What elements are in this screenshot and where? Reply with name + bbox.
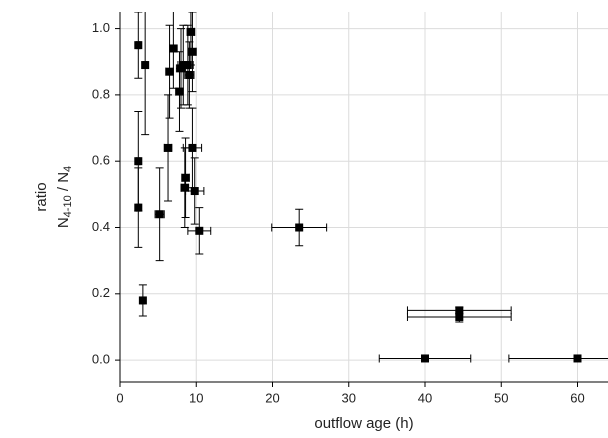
point [185,70,194,79]
point [141,61,150,70]
point [164,143,173,152]
point [188,47,197,56]
point [169,44,178,53]
point [455,313,464,322]
formula-sub: 4-10 [62,195,74,217]
x-tick-label: 0 [116,390,123,405]
point [134,203,143,212]
plot-area [134,12,608,363]
y-tick-label: 0.8 [92,86,110,101]
point [421,354,429,363]
point [165,67,174,76]
y-axis-label: ratio [33,182,50,211]
point [573,354,582,363]
point [190,187,199,196]
x-tick-label: 40 [418,390,432,405]
y-tick-label: 1.0 [92,20,110,35]
x-axis-label: outflow age (h) [314,415,413,432]
formula-part: N [55,217,72,228]
point [455,306,464,315]
point [181,173,190,182]
y-axis-formula: N4-10 / N4 [55,166,74,228]
x-tick-label: 30 [342,390,356,405]
point [180,183,189,192]
point [186,27,195,36]
point [134,41,143,50]
x-tick-label: 20 [265,390,279,405]
formula-sub: 4 [62,166,74,172]
x-tick-label: 10 [189,390,203,405]
point [134,157,143,166]
point [175,87,184,96]
x-error-bar [508,354,608,363]
point [188,143,197,152]
y-tick-label: 0.4 [92,219,110,234]
y-tick-label: 0.6 [92,153,110,168]
x-tick-label: 60 [570,390,584,405]
point [295,223,304,232]
point [155,210,164,219]
point [138,296,147,305]
y-tick-label: 0.0 [92,352,110,367]
point [195,226,204,235]
y-tick-label: 0.2 [92,285,110,300]
x-tick-label: 50 [494,390,508,405]
formula-part: / N [55,172,72,195]
